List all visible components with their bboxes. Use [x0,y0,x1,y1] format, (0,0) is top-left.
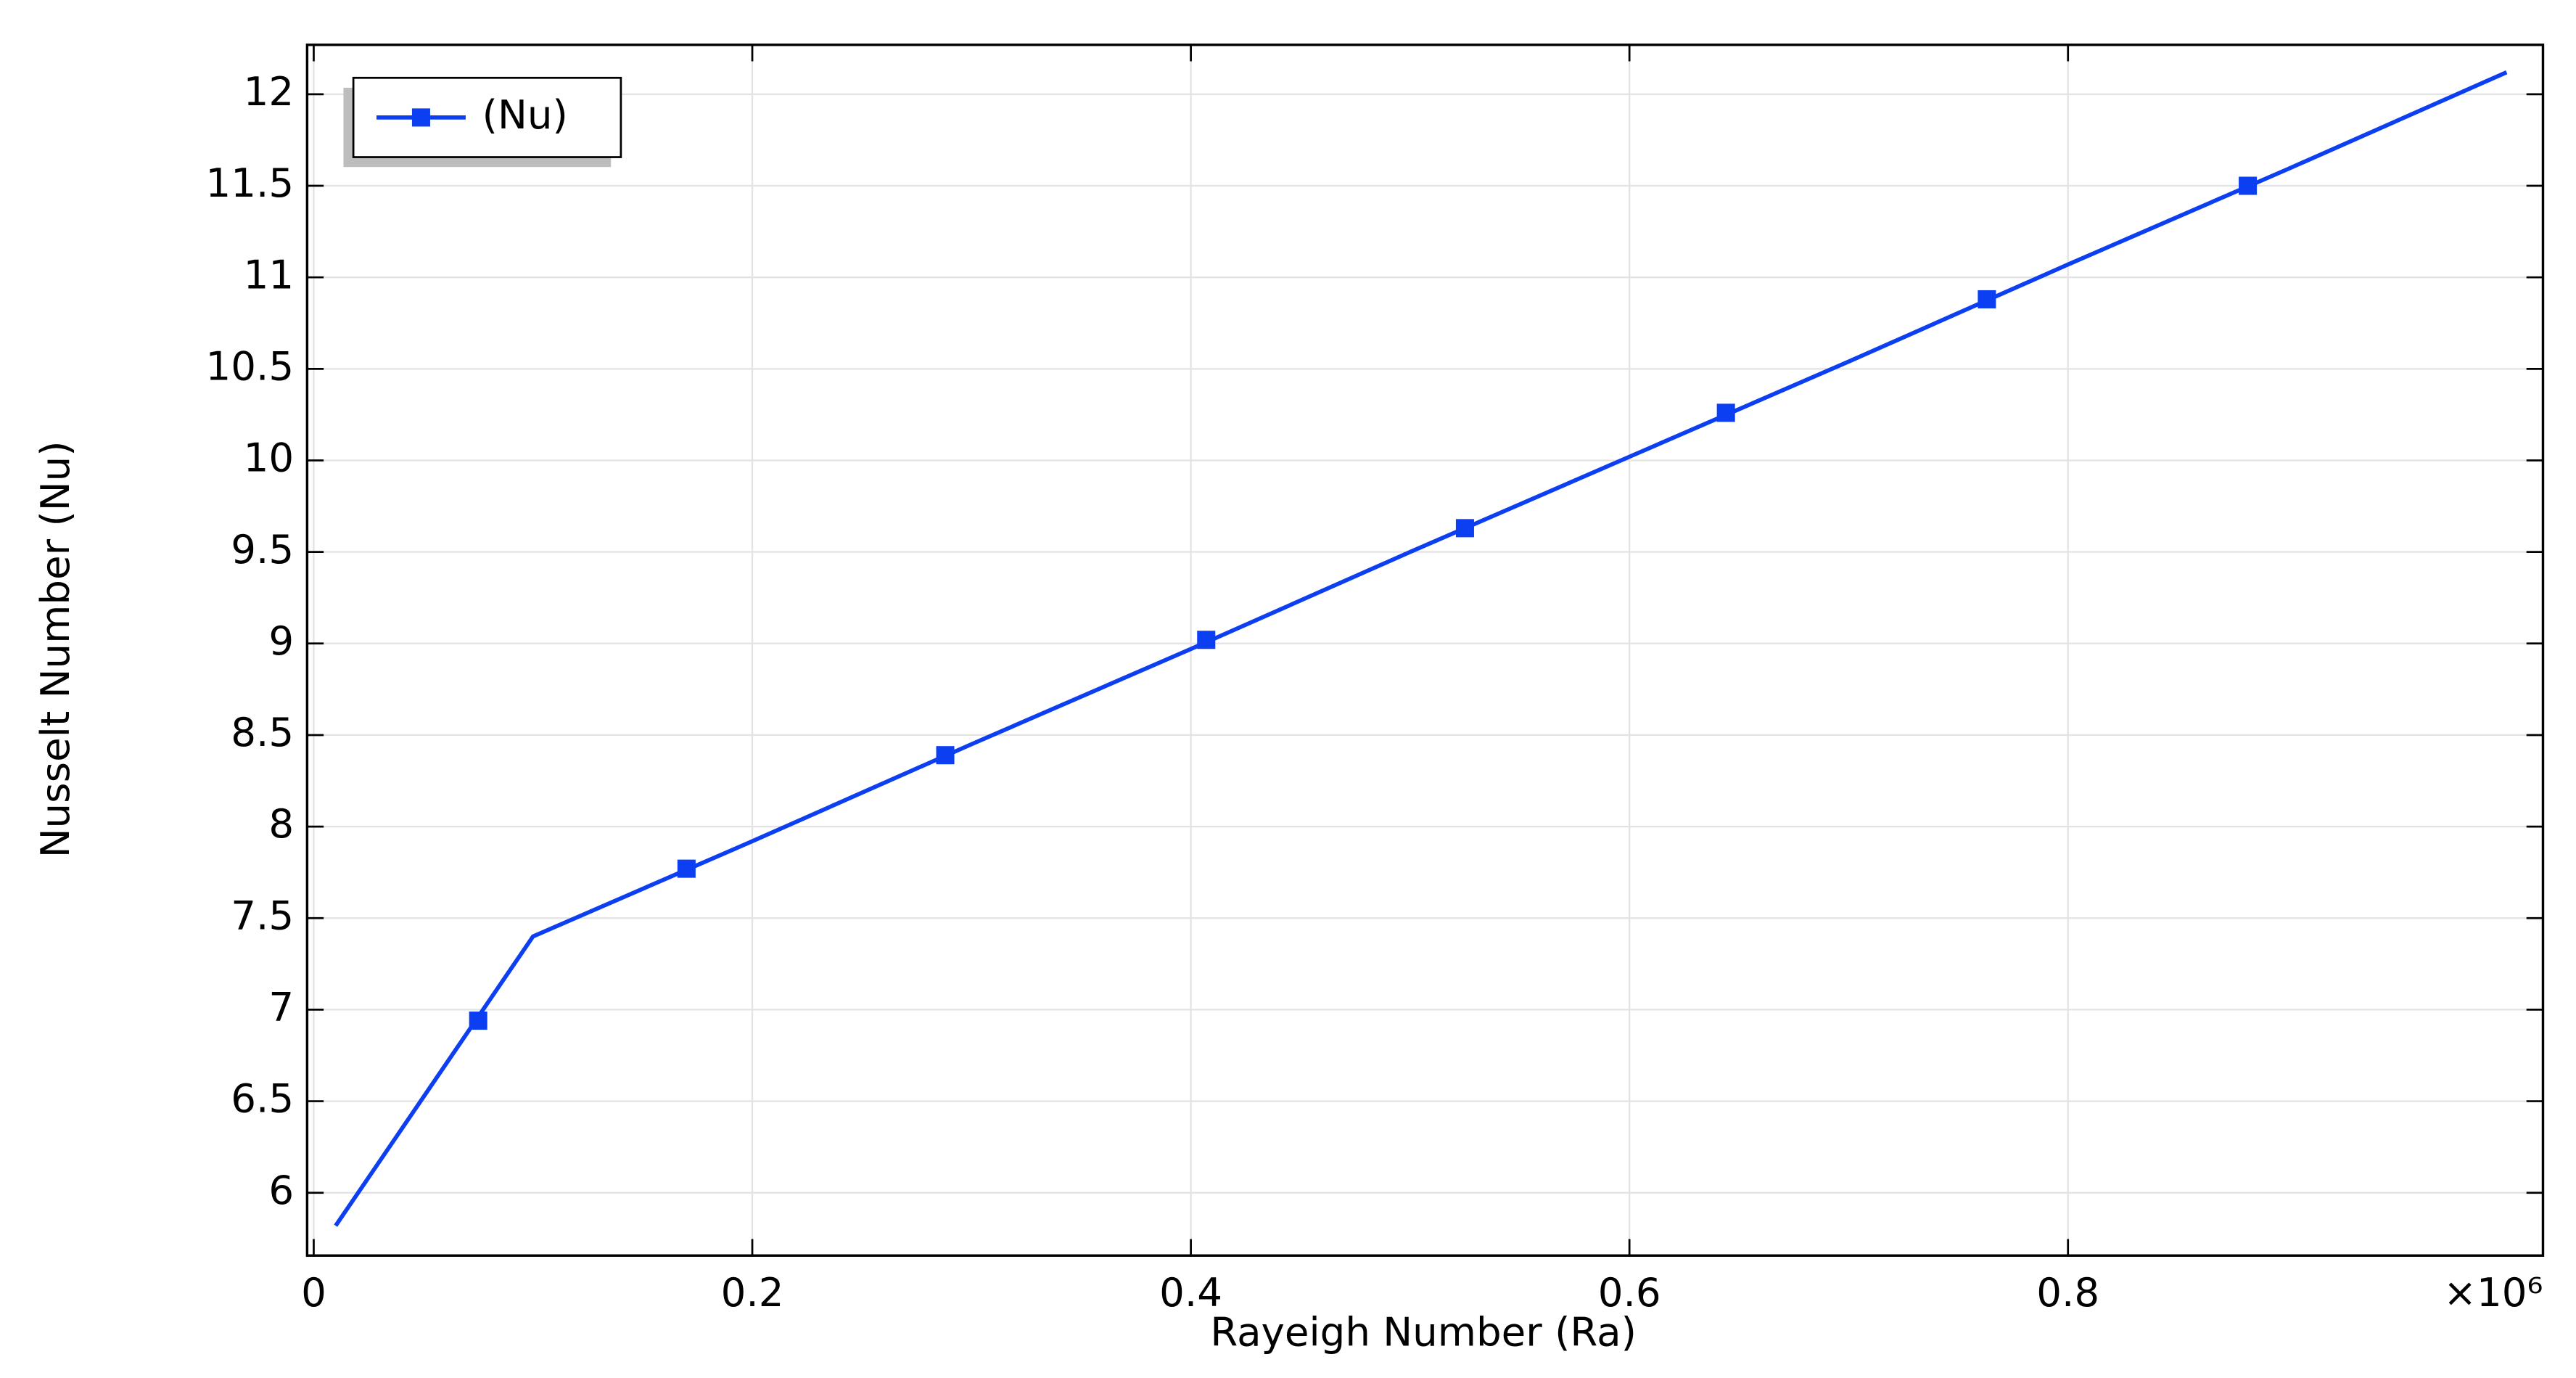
x-tick-label: 0.2 [721,1269,784,1316]
y-tick-label: 6 [268,1167,294,1213]
x-tick-label: 0.6 [1598,1269,1661,1316]
y-tick-label: 10.5 [206,343,295,389]
y-tick-label: 9.5 [231,526,294,573]
legend: (Nu) [343,76,622,168]
data-marker [469,1012,487,1030]
y-tick-label: 11.5 [206,160,295,206]
y-tick-label: 7 [268,984,294,1030]
x-tick-label: 0.4 [1159,1269,1222,1316]
plot-frame [305,44,2545,1257]
y-tick-label: 9 [268,618,294,664]
x-axis-label: Rayeigh Number (Ra) [1210,1309,1637,1356]
plot-area [334,70,2508,1227]
legend-label: (Nu) [482,91,568,138]
data-marker [1455,519,1474,538]
legend-marker [411,108,430,127]
y-tick-label: 8 [268,800,294,847]
data-marker [2239,176,2258,195]
data-marker [1197,631,1216,649]
x-multiplier: ×10⁶ [2443,1269,2543,1316]
y-tick-label: 10 [244,435,295,481]
x-tick-label: 0 [301,1269,326,1316]
y-tick-label: 12 [244,68,295,115]
y-tick-label: 6.5 [231,1075,294,1122]
data-marker [1716,403,1735,422]
data-marker [1978,290,1996,308]
x-tick-label: 0.8 [2036,1269,2099,1316]
data-marker [677,859,696,878]
grid [307,44,2543,1256]
data-marker [936,746,955,765]
y-tick-label: 11 [244,251,295,298]
y-tick-label: 7.5 [231,892,294,938]
y-axis-label: Nusselt Number (Nu) [32,440,78,858]
y-tick-label: 8.5 [231,709,294,755]
